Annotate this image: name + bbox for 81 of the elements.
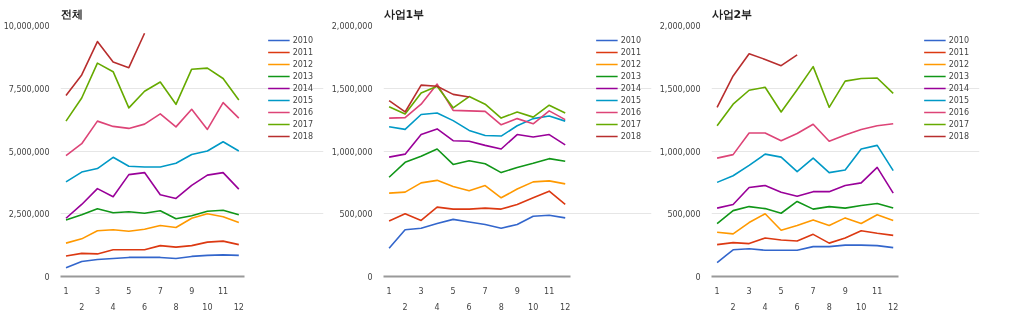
x-tick-label: 5: [450, 286, 456, 296]
legend-label: 2016: [620, 107, 641, 117]
legend-label: 2016: [948, 107, 969, 117]
legend-label: 2017: [948, 119, 969, 129]
legend-label: 2014: [620, 83, 641, 93]
x-tick-label: 9: [514, 286, 520, 296]
y-tick-label: 500,000: [339, 210, 373, 220]
legend-label: 2012: [292, 59, 313, 69]
legend-label: 2013: [948, 71, 969, 81]
x-tick-label: 11: [872, 286, 883, 296]
legend-label: 2018: [292, 131, 313, 141]
legend-label: 2010: [948, 35, 969, 45]
x-tick-label: 7: [157, 286, 163, 296]
x-tick-label: 11: [218, 286, 229, 296]
legend-label: 2011: [620, 47, 641, 57]
x-tick-label: 2: [402, 302, 408, 312]
x-tick-label: 8: [173, 302, 179, 312]
x-tick-label: 4: [762, 302, 768, 312]
y-tick-label: 500,000: [667, 210, 701, 220]
x-tick-label: 6: [794, 302, 800, 312]
legend-label: 2018: [948, 131, 969, 141]
x-tick-label: 3: [746, 286, 752, 296]
legend-label: 2017: [292, 119, 313, 129]
x-tick-label: 12: [888, 302, 899, 312]
legend-label: 2016: [292, 107, 313, 117]
legend-label: 2013: [292, 71, 313, 81]
y-tick-label: 10,000,000: [3, 22, 50, 31]
legend-label: 2018: [620, 131, 641, 141]
legend-label: 2015: [948, 95, 969, 105]
x-tick-label: 5: [778, 286, 784, 296]
x-tick-label: 2: [79, 302, 85, 312]
y-tick-label: 2,500,000: [8, 210, 50, 220]
legend-label: 2010: [292, 35, 313, 45]
legend-label: 2015: [292, 95, 313, 105]
x-tick-label: 10: [856, 302, 867, 312]
x-tick-label: 4: [110, 302, 116, 312]
legend-label: 2011: [292, 47, 313, 57]
x-tick-label: 8: [498, 302, 504, 312]
x-tick-label: 8: [826, 302, 832, 312]
chart-title: 사업2부: [711, 7, 753, 21]
legend-label: 2012: [620, 59, 641, 69]
y-tick-label: 0: [44, 273, 50, 282]
x-tick-label: 1: [63, 286, 69, 296]
legend-label: 2010: [620, 35, 641, 45]
y-tick-label: 7,500,000: [8, 84, 50, 94]
x-tick-label: 5: [126, 286, 132, 296]
y-tick-label: 1,500,000: [659, 84, 701, 94]
x-tick-label: 10: [528, 302, 539, 312]
x-tick-label: 2: [730, 302, 736, 312]
x-tick-label: 11: [544, 286, 555, 296]
legend-label: 2013: [620, 71, 641, 81]
legend-label: 2011: [948, 47, 969, 57]
y-tick-label: 0: [367, 273, 373, 282]
x-tick-label: 12: [233, 302, 244, 312]
legend-label: 2017: [620, 119, 641, 129]
x-tick-label: 3: [94, 286, 100, 296]
legend-label: 2015: [620, 95, 641, 105]
legend-label: 2014: [948, 83, 969, 93]
x-tick-label: 12: [560, 302, 571, 312]
x-tick-label: 7: [482, 286, 488, 296]
x-tick-label: 9: [842, 286, 848, 296]
x-tick-label: 6: [142, 302, 148, 312]
x-tick-label: 4: [434, 302, 440, 312]
y-tick-label: 2,000,000: [331, 22, 373, 31]
x-tick-label: 10: [202, 302, 213, 312]
x-tick-label: 7: [810, 286, 816, 296]
x-tick-label: 1: [386, 286, 392, 296]
chart-title: 전체: [60, 7, 83, 21]
legend-label: 2014: [292, 83, 313, 93]
y-tick-label: 5,000,000: [8, 147, 50, 157]
y-tick-label: 1,000,000: [659, 147, 701, 157]
y-tick-label: 1,500,000: [331, 84, 373, 94]
legend-label: 2012: [948, 59, 969, 69]
x-tick-label: 9: [189, 286, 195, 296]
x-tick-label: 3: [418, 286, 424, 296]
y-tick-label: 0: [695, 273, 701, 282]
chart-title: 사업1부: [383, 7, 425, 21]
x-tick-label: 1: [714, 286, 720, 296]
y-tick-label: 1,000,000: [331, 147, 373, 157]
x-tick-label: 6: [466, 302, 472, 312]
y-tick-label: 2,000,000: [659, 22, 701, 31]
